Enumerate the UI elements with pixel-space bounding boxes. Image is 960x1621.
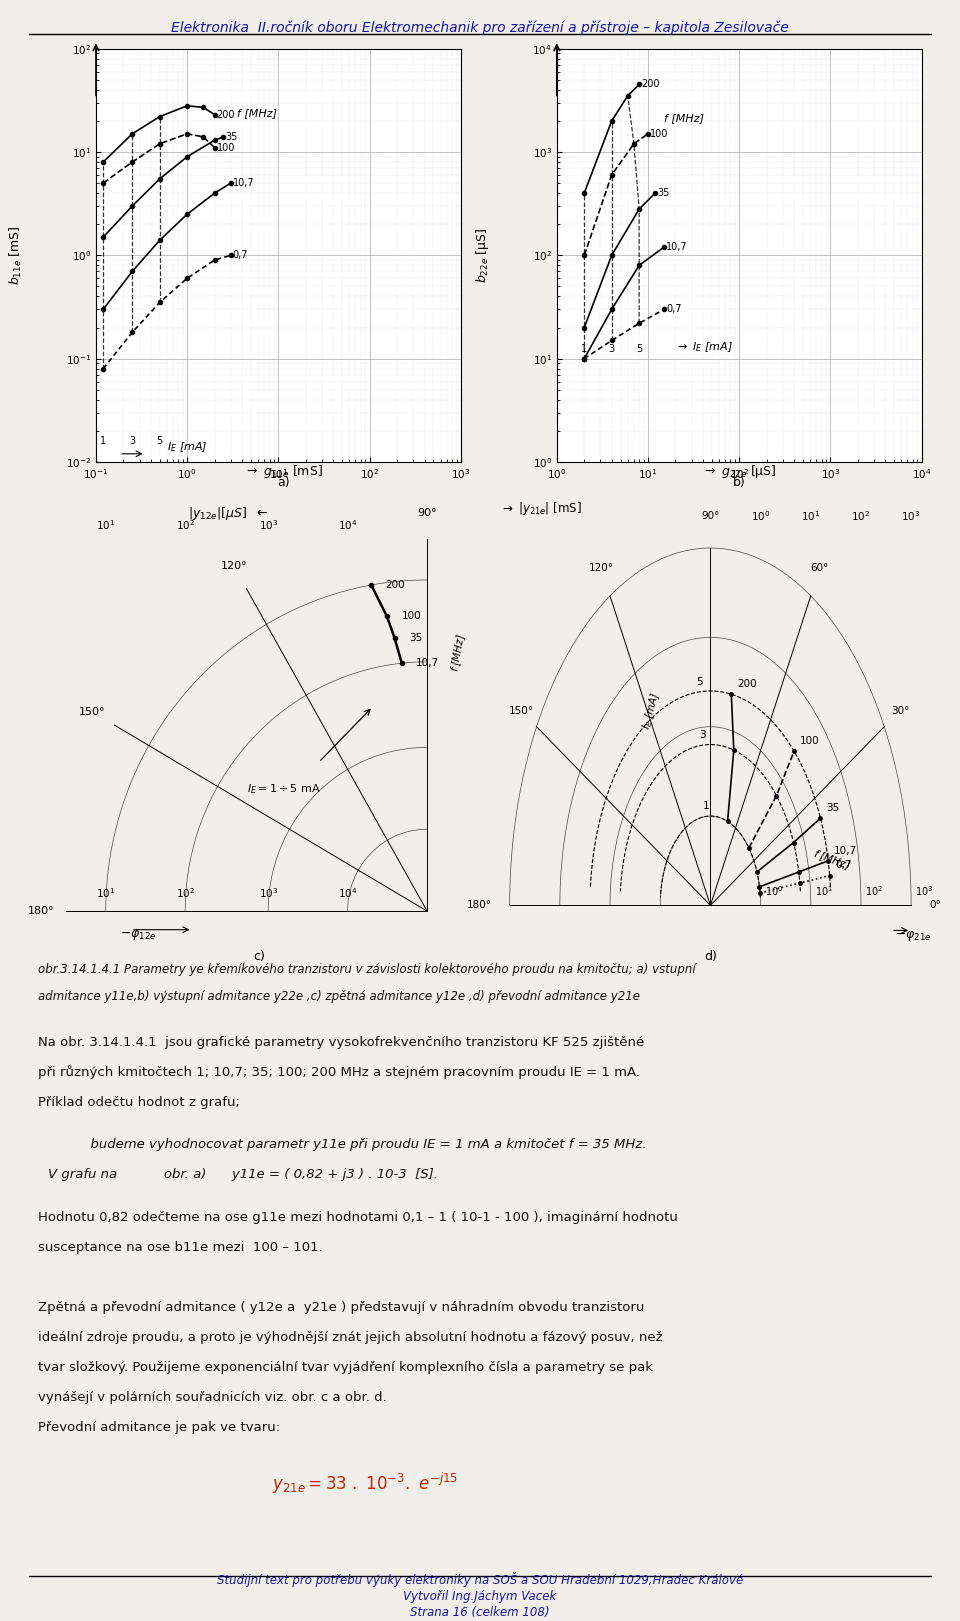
Text: 1: 1	[581, 344, 588, 355]
Text: c): c)	[253, 950, 265, 963]
Text: 150°: 150°	[80, 707, 106, 716]
Text: 35: 35	[827, 802, 840, 814]
Text: tvar složkový. Použijeme exponenciální tvar vyjádření komplexního čísla a parame: tvar složkový. Použijeme exponenciální t…	[38, 1360, 654, 1373]
Text: $f$ [MHz]: $f$ [MHz]	[448, 632, 469, 673]
Text: $10^3$: $10^3$	[258, 517, 277, 532]
Text: $I_E = 1 \div 5$ mA: $I_E = 1 \div 5$ mA	[247, 781, 321, 796]
Text: $10^2$: $10^2$	[176, 517, 195, 532]
Text: 10,7: 10,7	[834, 846, 857, 856]
Text: $10^1$: $10^1$	[815, 885, 833, 898]
Text: 0,7: 0,7	[836, 861, 852, 870]
Text: a): a)	[276, 477, 290, 490]
Text: $f$ [MHz]: $f$ [MHz]	[811, 848, 852, 874]
Text: $10^2$: $10^2$	[865, 885, 883, 898]
Text: 100: 100	[217, 143, 235, 152]
Text: 100: 100	[800, 736, 820, 746]
Text: 35: 35	[226, 131, 238, 143]
Text: $10^1$: $10^1$	[96, 887, 115, 900]
Text: 120°: 120°	[221, 561, 248, 571]
Text: Hodnotu 0,82 odečteme na ose g11e mezi hodnotami 0,1 – 1 ( 10-1 - 100 ), imaginá: Hodnotu 0,82 odečteme na ose g11e mezi h…	[38, 1211, 679, 1224]
Text: 100: 100	[401, 611, 420, 621]
Text: b): b)	[732, 477, 746, 490]
Text: Elektronika  II.ročník oboru Elektromechanik pro zařízení a přístroje – kapitola: Elektronika II.ročník oboru Elektromecha…	[171, 19, 789, 34]
Text: 90°: 90°	[418, 507, 437, 519]
Text: 30°: 30°	[891, 705, 909, 715]
Text: 5: 5	[156, 436, 163, 446]
Text: Převodní admitance je pak ve tvaru:: Převodní admitance je pak ve tvaru:	[38, 1420, 280, 1433]
Text: Vytvořil Ing.Jáchym Vacek: Vytvořil Ing.Jáchym Vacek	[403, 1590, 557, 1603]
Text: 200: 200	[386, 580, 405, 590]
Text: 35: 35	[409, 632, 422, 644]
Text: f [MHz]: f [MHz]	[664, 113, 704, 123]
Text: $10^2$: $10^2$	[852, 509, 871, 524]
Text: 150°: 150°	[509, 705, 534, 715]
Text: 1: 1	[100, 436, 107, 446]
Text: 0°: 0°	[929, 900, 941, 911]
Text: obr.3.14.1.4.1 Parametry ye křemíkového tranzistoru v závislosti kolektorového p: obr.3.14.1.4.1 Parametry ye křemíkového …	[38, 963, 696, 976]
Text: $10^0$: $10^0$	[751, 509, 770, 524]
Text: $y_{21e} = 33\ .\ 10^{-3}.\ e^{-j15}$: $y_{21e} = 33\ .\ 10^{-3}.\ e^{-j15}$	[272, 1470, 458, 1496]
Text: 10,7: 10,7	[232, 178, 254, 188]
Text: 0,7: 0,7	[232, 250, 248, 261]
Text: 200: 200	[217, 110, 235, 120]
Text: 0,7: 0,7	[666, 305, 682, 314]
Text: $|y_{12e}|[\mu S]$  $\leftarrow$: $|y_{12e}|[\mu S]$ $\leftarrow$	[188, 504, 269, 522]
Text: Strana 16 (celkem 108): Strana 16 (celkem 108)	[410, 1606, 550, 1619]
Text: 200: 200	[737, 679, 757, 689]
Text: $10^1$: $10^1$	[96, 517, 115, 532]
Text: V grafu na           obr. a)      y11e = ( 0,82 + j3 ) . 10-3  [S].: V grafu na obr. a) y11e = ( 0,82 + j3 ) …	[48, 1169, 438, 1182]
Text: $10^2$: $10^2$	[176, 887, 195, 900]
Text: Zpětná a převodní admitance ( y12e a  y21e ) představují v náhradním obvodu tran: Zpětná a převodní admitance ( y12e a y21…	[38, 1300, 645, 1313]
Text: Na obr. 3.14.1.4.1  jsou grafické parametry vysokofrekvenčního tranzistoru KF 52: Na obr. 3.14.1.4.1 jsou grafické paramet…	[38, 1036, 645, 1049]
Text: Studijní text pro potřebu výuky elektroniky na SOŠ a SOU Hradební 1029,Hradec Kr: Studijní text pro potřebu výuky elektron…	[217, 1572, 743, 1587]
Text: d): d)	[704, 950, 717, 963]
Text: $-\varphi_{21e}$: $-\varphi_{21e}$	[895, 929, 932, 942]
Text: $10^0$: $10^0$	[764, 885, 783, 898]
Text: $\rightarrow$ $I_E$ [mA]: $\rightarrow$ $I_E$ [mA]	[676, 340, 733, 355]
Text: $10^3$: $10^3$	[258, 887, 277, 900]
Text: $-\varphi_{12e}$: $-\varphi_{12e}$	[120, 929, 157, 942]
Text: $10^1$: $10^1$	[801, 509, 821, 524]
Text: vynášejí v polárních souřadnicích viz. obr. c a obr. d.: vynášejí v polárních souřadnicích viz. o…	[38, 1391, 387, 1404]
Text: 10,7: 10,7	[417, 658, 440, 668]
Text: $I_E$ [mA]: $I_E$ [mA]	[167, 441, 207, 454]
Text: 180°: 180°	[467, 900, 492, 911]
Text: susceptance na ose b11e mezi  100 – 101.: susceptance na ose b11e mezi 100 – 101.	[38, 1242, 324, 1255]
Text: 180°: 180°	[28, 906, 54, 916]
Text: $10^3$: $10^3$	[915, 885, 933, 898]
Text: $10^3$: $10^3$	[901, 509, 921, 524]
Text: ideální zdroje proudu, a proto je výhodnější znát jejich absolutní hodnotu a fáz: ideální zdroje proudu, a proto je výhodn…	[38, 1331, 663, 1344]
Text: 60°: 60°	[810, 562, 829, 574]
Text: 100: 100	[650, 128, 668, 139]
Text: $\rightarrow$ $|y_{21e}|$ [mS]: $\rightarrow$ $|y_{21e}|$ [mS]	[499, 501, 582, 517]
Text: při různých kmitočtech 1; 10,7; 35; 100; 200 MHz a stejném pracovním proudu IE =: při různých kmitočtech 1; 10,7; 35; 100;…	[38, 1065, 640, 1078]
Text: Příklad odečtu hodnot z grafu;: Příklad odečtu hodnot z grafu;	[38, 1096, 240, 1109]
Text: 1: 1	[703, 801, 709, 810]
Text: 3: 3	[130, 436, 135, 446]
Text: 3: 3	[609, 344, 614, 355]
Text: $10^4$: $10^4$	[338, 517, 357, 532]
Text: 5: 5	[697, 676, 704, 687]
Text: budeme vyhodnocovat parametr y11e při proudu IE = 1 mA a kmitočet f = 35 MHz.: budeme vyhodnocovat parametr y11e při pr…	[48, 1138, 647, 1151]
Text: $\rightarrow$ $g_{11e}$ [mS]: $\rightarrow$ $g_{11e}$ [mS]	[244, 464, 323, 480]
Text: 10,7: 10,7	[666, 242, 687, 253]
Text: $\rightarrow$ $g_{22e}$ [µS]: $\rightarrow$ $g_{22e}$ [µS]	[702, 464, 777, 480]
Text: 120°: 120°	[588, 562, 613, 574]
Text: 35: 35	[658, 188, 669, 198]
Text: f [MHz]: f [MHz]	[237, 109, 276, 118]
Text: 5: 5	[636, 344, 642, 355]
Y-axis label: $b_{11e}$ [mS]: $b_{11e}$ [mS]	[8, 225, 24, 285]
Text: 90°: 90°	[701, 511, 720, 520]
Text: $10^4$: $10^4$	[338, 887, 357, 900]
Text: admitance y11e,b) výstupní admitance y22e ,c) zpětná admitance y12e ,d) převodní: admitance y11e,b) výstupní admitance y22…	[38, 990, 640, 1003]
Text: $I_E$ [mA]: $I_E$ [mA]	[640, 691, 663, 731]
Y-axis label: $b_{22e}$ [µS]: $b_{22e}$ [µS]	[474, 229, 491, 282]
Text: 3: 3	[699, 729, 706, 741]
Text: 200: 200	[641, 79, 660, 89]
